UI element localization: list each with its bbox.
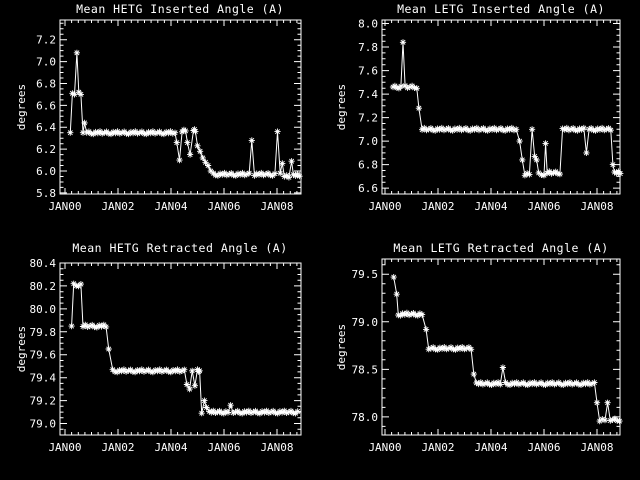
x-tick-label: JAN06 <box>527 200 560 213</box>
y-tick-label: 6.2 <box>36 143 56 156</box>
y-tick-label: 7.2 <box>358 112 378 125</box>
y-tick-label: 78.0 <box>352 411 379 424</box>
y-tick-label: 79.5 <box>352 268 379 281</box>
panel-hetg-inserted: Mean HETG Inserted Angle (A) degrees JAN… <box>0 0 320 240</box>
data-series <box>68 280 301 417</box>
y-axis-label: degrees <box>335 84 348 130</box>
panel-hetg-retracted: Mean HETG Retracted Angle (A) degrees JA… <box>0 240 320 480</box>
y-tick-label: 79.2 <box>30 395 57 408</box>
y-tick-label: 6.6 <box>358 182 378 195</box>
y-tick-label: 6.8 <box>358 159 378 172</box>
x-tick-label: JAN00 <box>48 441 81 454</box>
y-tick-label: 7.6 <box>358 65 378 78</box>
x-tick-label: JAN06 <box>207 441 240 454</box>
x-tick-label: JAN08 <box>260 200 293 213</box>
x-tick-label: JAN00 <box>48 200 81 213</box>
x-tick-label: JAN02 <box>101 441 134 454</box>
y-tick-label: 80.2 <box>30 280 57 293</box>
x-tick-label: JAN08 <box>580 200 613 213</box>
series-markers <box>68 280 301 417</box>
letg-inserted-chart: Mean LETG Inserted Angle (A) degrees JAN… <box>335 2 624 213</box>
y-tick-label: 5.8 <box>36 187 56 200</box>
y-tick-label: 7.0 <box>358 135 378 148</box>
hetg-retracted-chart: Mean HETG Retracted Angle (A) degrees JA… <box>15 241 302 454</box>
data-series <box>389 39 624 179</box>
y-tick-label: 7.8 <box>358 41 378 54</box>
y-tick-label: 80.4 <box>30 257 57 270</box>
y-tick-label: 6.6 <box>36 99 56 112</box>
y-axis-label: degrees <box>15 84 28 130</box>
axes: JAN00 JAN02 JAN04 JAN06 JAN08 6.6 6.8 7.0 7.2 7.4… <box>358 18 621 213</box>
plot-title: Mean LETG Inserted Angle (A) <box>397 2 605 16</box>
plot-box <box>381 258 621 436</box>
y-tick-label: 78.5 <box>352 363 379 376</box>
x-tick-label: JAN00 <box>368 200 401 213</box>
y-tick-label: 7.2 <box>36 34 56 47</box>
y-tick-label: 79.6 <box>30 349 57 362</box>
y-tick-label: 8.0 <box>358 18 378 31</box>
axes: JAN00 JAN02 JAN04 JAN06 JAN08 78.0 78.5 79.0 79.… <box>352 258 621 454</box>
y-tick-label: 7.4 <box>358 88 378 101</box>
plot-title: Mean HETG Retracted Angle (A) <box>72 241 287 255</box>
letg-retracted-chart: Mean LETG Retracted Angle (A) degrees JA… <box>335 241 623 454</box>
y-tick-label: 80.0 <box>30 303 57 316</box>
y-tick-label: 79.4 <box>30 372 57 385</box>
y-tick-label: 6.0 <box>36 165 56 178</box>
plot-box <box>59 19 302 195</box>
x-tick-label: JAN02 <box>101 200 134 213</box>
y-tick-label: 7.0 <box>36 56 56 69</box>
x-tick-label: JAN08 <box>580 441 613 454</box>
series-line <box>69 52 300 179</box>
x-tick-label: JAN00 <box>368 441 401 454</box>
y-axis-label: degrees <box>15 326 28 372</box>
y-tick-label: 79.8 <box>30 326 57 339</box>
series-markers <box>390 274 623 425</box>
x-tick-label: JAN04 <box>474 441 507 454</box>
x-tick-label: JAN04 <box>154 200 187 213</box>
axes: JAN00 JAN02 JAN04 JAN06 JAN08 79.0 79.2 79.4 79.… <box>30 257 302 454</box>
x-tick-label: JAN04 <box>154 441 187 454</box>
x-tick-label: JAN08 <box>260 441 293 454</box>
hetg-inserted-chart: Mean HETG Inserted Angle (A) degrees JAN… <box>15 2 303 213</box>
x-tick-label: JAN02 <box>421 200 454 213</box>
series-markers <box>389 39 624 179</box>
y-tick-label: 79.0 <box>352 316 379 329</box>
x-tick-label: JAN02 <box>421 441 454 454</box>
data-series <box>67 49 303 181</box>
plot-title: Mean LETG Retracted Angle (A) <box>393 241 608 255</box>
panel-letg-inserted: Mean LETG Inserted Angle (A) degrees JAN… <box>320 0 640 240</box>
y-axis-label: degrees <box>335 324 348 370</box>
plot-box <box>381 19 621 195</box>
x-tick-label: JAN04 <box>474 200 507 213</box>
plot-title: Mean HETG Inserted Angle (A) <box>76 2 284 16</box>
panel-letg-retracted: Mean LETG Retracted Angle (A) degrees JA… <box>320 240 640 480</box>
x-tick-label: JAN06 <box>207 200 240 213</box>
y-tick-label: 6.4 <box>36 121 56 134</box>
axes: JAN00 JAN02 JAN04 JAN06 JAN08 5.8 6.0 6.2 6.4 6.6… <box>36 19 302 213</box>
data-series <box>390 274 623 425</box>
y-tick-label: 6.8 <box>36 78 56 91</box>
series-line <box>71 282 299 414</box>
x-tick-label: JAN06 <box>527 441 560 454</box>
y-tick-label: 79.0 <box>30 418 57 431</box>
series-markers <box>67 49 303 181</box>
